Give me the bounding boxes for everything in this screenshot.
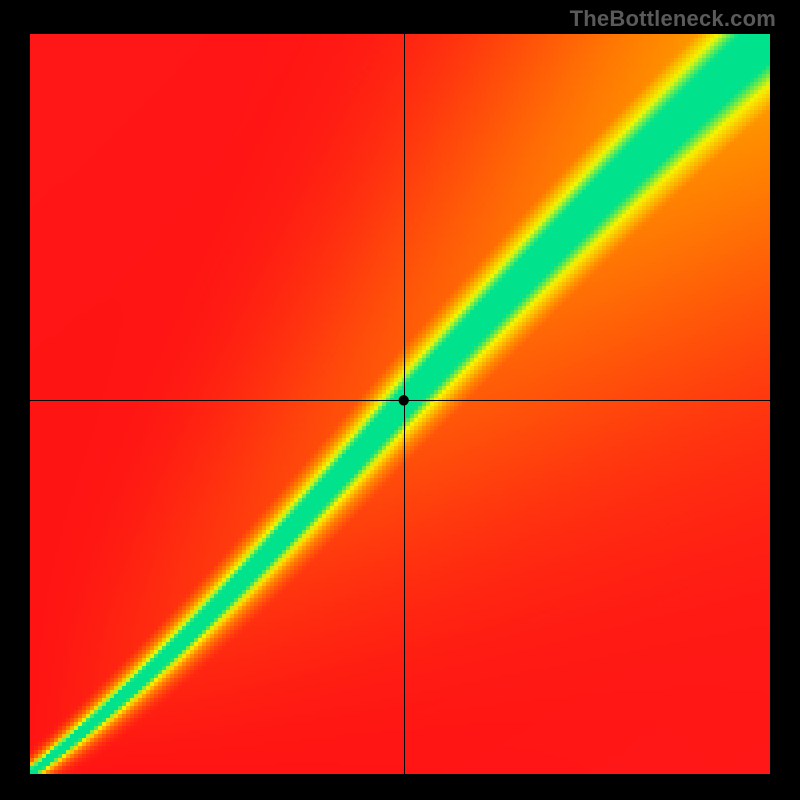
- watermark-text: TheBottleneck.com: [570, 6, 776, 32]
- bottleneck-heatmap: [30, 34, 770, 774]
- figure-frame: TheBottleneck.com: [0, 0, 800, 800]
- plot-area: [30, 34, 770, 774]
